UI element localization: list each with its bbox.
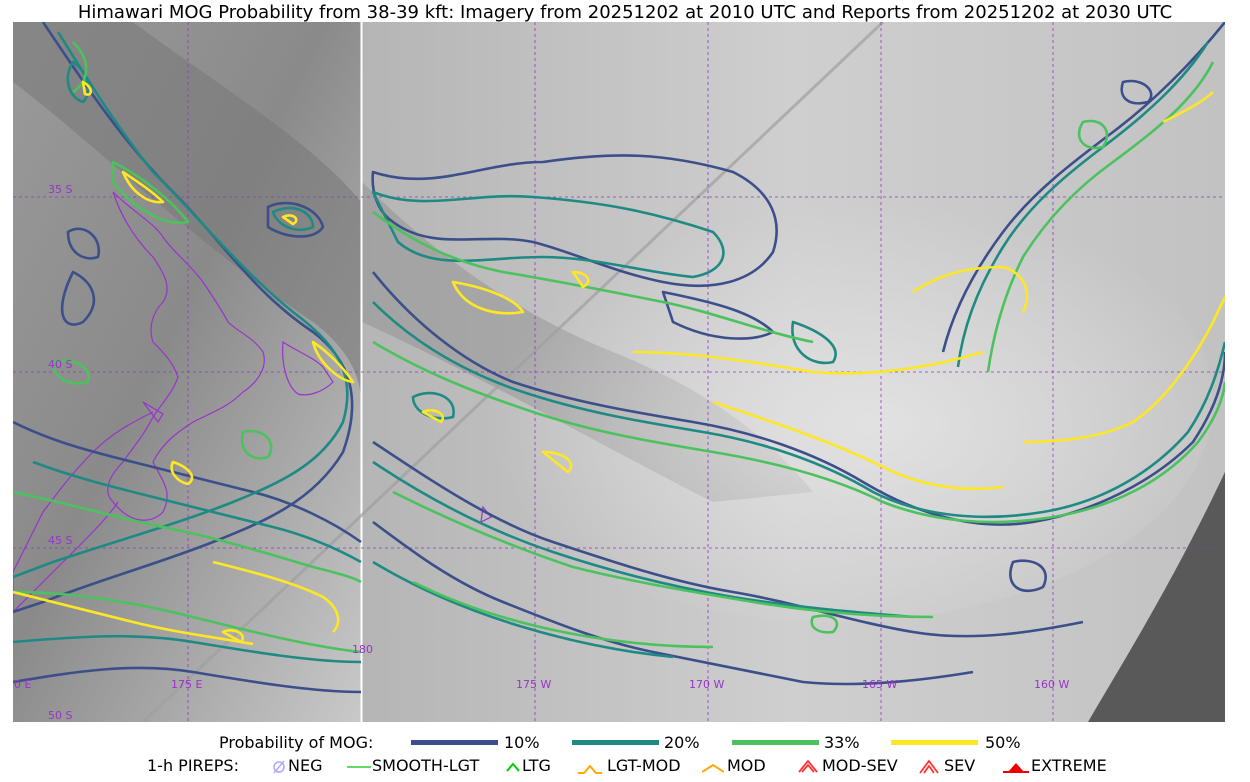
graticule	[13, 22, 1225, 722]
pirep-label-ltg: LTG	[522, 756, 551, 775]
lon-label-175e: 175 E	[171, 678, 202, 691]
contours-10pct	[13, 22, 1225, 694]
lon-label-160w: 160 W	[1034, 678, 1069, 691]
satellite-map: 35 S 40 S 45 S 50 S 170 E 175 E 180 175 …	[13, 22, 1225, 722]
probability-legend: Probability of MOG: 10% 20% 33% 50%	[0, 733, 1250, 755]
lgt-mod-icon	[578, 764, 602, 774]
pirep-label-mod-sev: MOD-SEV	[822, 756, 898, 775]
ltg-icon	[506, 762, 520, 772]
pirep-label-lgt-mod: LGT-MOD	[607, 756, 681, 775]
pirep-label-mod: MOD	[727, 756, 766, 775]
legend-swatch-20pct	[572, 740, 659, 745]
lon-label-170w: 170 W	[689, 678, 724, 691]
contours-20pct	[13, 31, 1225, 664]
legend-swatch-10pct	[411, 740, 498, 745]
contours-33pct	[13, 41, 1225, 654]
lon-label-170e: 170 E	[13, 678, 31, 691]
mod-icon	[702, 763, 724, 773]
coastline	[13, 191, 492, 613]
dark-cloud-band	[13, 22, 361, 402]
neg-icon	[273, 760, 285, 774]
legend-swatch-50pct	[891, 740, 978, 745]
smooth-lgt-icon	[347, 766, 371, 768]
legend-label-20pct: 20%	[664, 733, 700, 752]
legend-swatch-33pct	[732, 740, 819, 745]
legend-label-33pct: 33%	[824, 733, 860, 752]
pireps-legend-label: 1-h PIREPS:	[147, 756, 239, 775]
bright-cloud-region	[453, 182, 1213, 622]
lat-label-50s: 50 S	[48, 709, 72, 722]
lat-label-40s: 40 S	[48, 358, 72, 371]
pirep-label-extreme: EXTREME	[1031, 756, 1107, 775]
sev-icon	[919, 759, 939, 774]
lon-label-175w: 175 W	[516, 678, 551, 691]
mod-sev-icon	[798, 759, 818, 773]
map-title: Himawari MOG Probability from 38-39 kft:…	[77, 2, 1173, 23]
pirep-label-sev: SEV	[944, 756, 976, 775]
lon-label-165w: 165 W	[862, 678, 897, 691]
off-disk-area	[1088, 472, 1225, 722]
lat-label-35s: 35 S	[48, 183, 72, 196]
extreme-icon	[1003, 763, 1029, 773]
lat-label-45s: 45 S	[48, 534, 72, 547]
lon-label-180: 180	[352, 643, 373, 656]
pirep-label-neg: NEG	[288, 756, 323, 775]
pirep-label-smooth-lgt: SMOOTH-LGT	[372, 756, 480, 775]
probability-legend-label: Probability of MOG:	[219, 733, 374, 752]
contours-50pct	[13, 80, 1225, 646]
legend-label-50pct: 50%	[985, 733, 1021, 752]
pireps-legend: 1-h PIREPS: NEG SMOOTH-LGT LTG LGT-MOD M…	[0, 756, 1250, 778]
legend-label-10pct: 10%	[504, 733, 540, 752]
